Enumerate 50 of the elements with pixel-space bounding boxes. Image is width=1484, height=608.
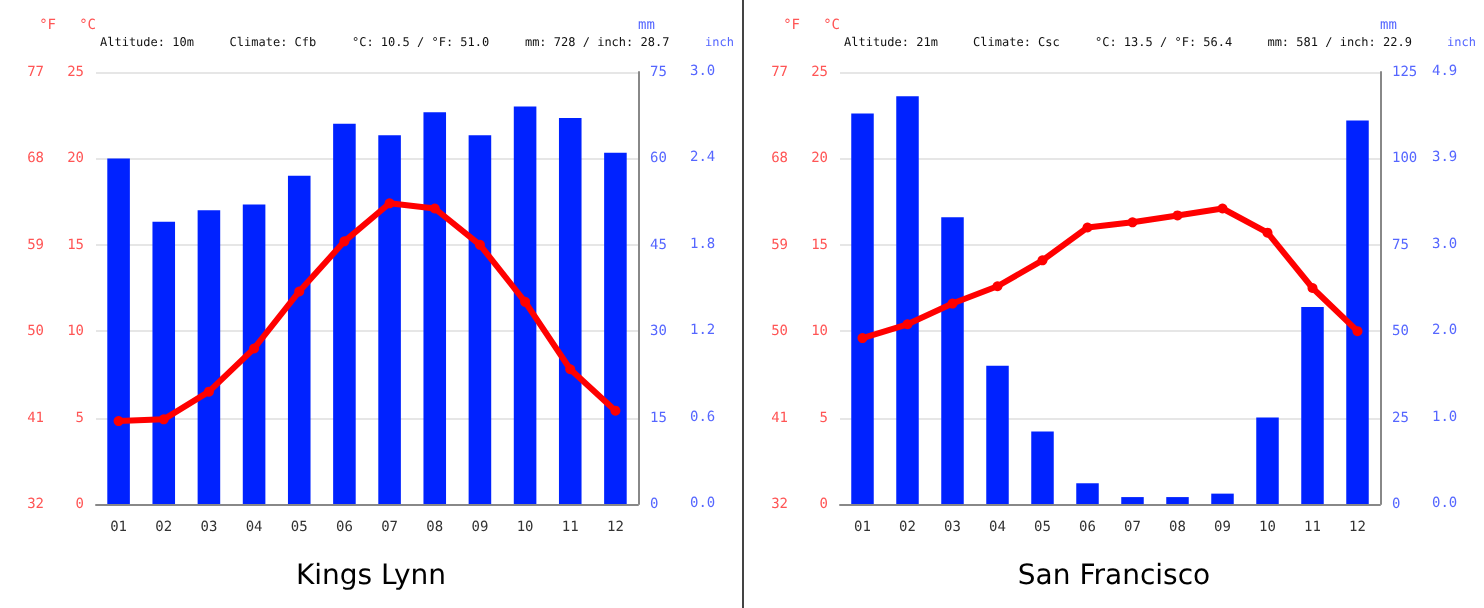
point	[1037, 255, 1048, 266]
point	[565, 364, 576, 375]
bar	[1076, 483, 1099, 504]
point	[429, 203, 440, 214]
bar	[896, 96, 919, 504]
point	[992, 281, 1003, 292]
bar	[423, 112, 447, 504]
bar	[107, 158, 130, 504]
point	[1127, 217, 1138, 228]
point	[384, 198, 395, 209]
bar	[152, 221, 176, 504]
bar	[333, 123, 356, 504]
bar	[1031, 431, 1054, 504]
bar	[287, 175, 311, 504]
point	[203, 386, 214, 397]
point	[1352, 326, 1363, 337]
bar	[468, 135, 492, 504]
point	[1217, 203, 1228, 214]
text: San Francisco	[1017, 560, 1211, 592]
point	[158, 414, 169, 425]
point	[1082, 222, 1093, 233]
point	[1307, 283, 1318, 293]
bar	[1301, 307, 1324, 504]
bar	[242, 204, 266, 504]
point	[474, 239, 485, 250]
bar	[851, 113, 874, 504]
bar	[197, 210, 221, 504]
point	[947, 298, 958, 309]
point	[902, 319, 913, 330]
bar	[986, 365, 1009, 504]
bar	[1256, 417, 1279, 504]
bar	[941, 217, 964, 504]
bar	[558, 118, 582, 504]
point	[610, 405, 621, 416]
bar	[604, 152, 627, 504]
bar	[513, 106, 537, 504]
text: Kings Lynn	[295, 560, 447, 592]
point	[113, 416, 124, 427]
point	[339, 236, 350, 247]
point	[520, 296, 531, 307]
bar	[1211, 493, 1234, 504]
point	[1172, 210, 1183, 221]
bar	[378, 135, 401, 504]
bar	[1166, 497, 1189, 504]
point	[294, 286, 305, 297]
point	[1262, 227, 1273, 238]
point	[249, 343, 260, 354]
point	[857, 333, 868, 344]
bar	[1346, 120, 1369, 504]
bar	[1121, 497, 1144, 504]
